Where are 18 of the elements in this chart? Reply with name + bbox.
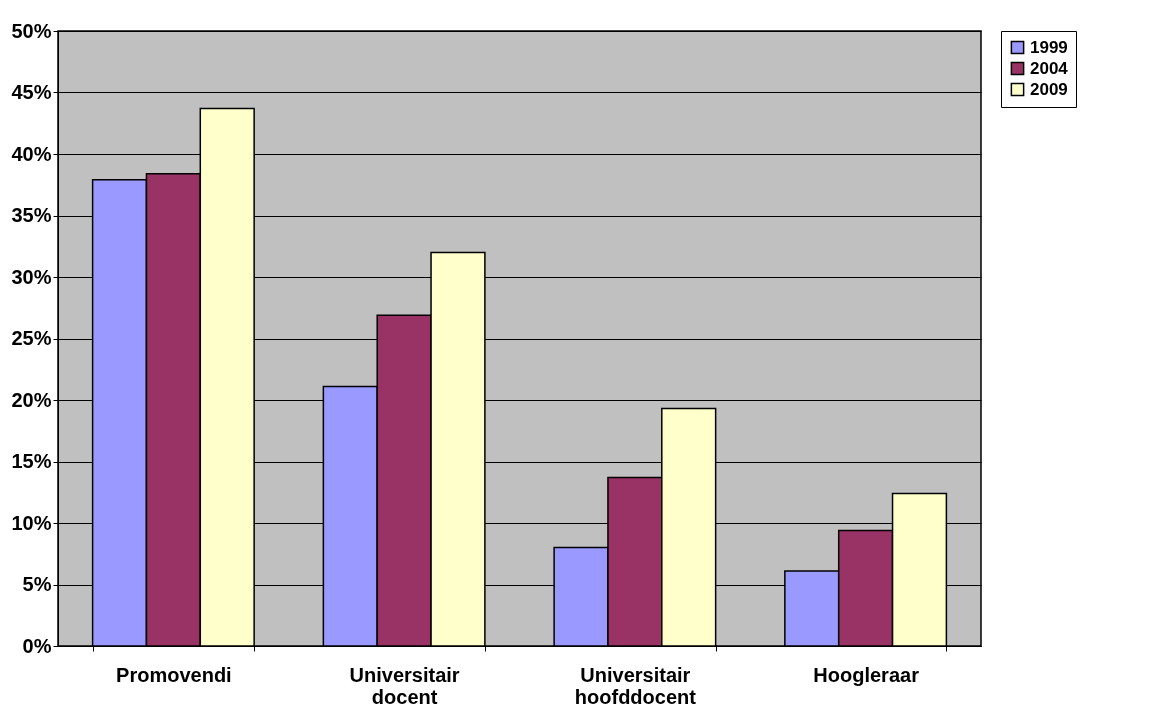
y-tick-label: 0%: [22, 634, 52, 657]
y-tick-label: 10%: [11, 511, 52, 534]
legend-label: 2009: [1030, 79, 1068, 99]
y-tick-label: 20%: [11, 388, 52, 411]
legend-label: 1999: [1030, 37, 1068, 57]
y-tick-label: 15%: [11, 450, 52, 472]
y-tick-label: 45%: [11, 81, 52, 103]
x-tick-label: Hoogleraar: [813, 663, 920, 686]
x-tick-label: Universitair hoofddocent: [574, 663, 697, 708]
y-tick-label: 5%: [22, 573, 52, 595]
y-tick-label: 50%: [11, 19, 52, 42]
y-tick-label: 30%: [11, 265, 52, 288]
y-tick-label: 25%: [11, 327, 52, 349]
y-tick-label: 35%: [11, 204, 52, 226]
legend-label: 2004: [1030, 58, 1069, 78]
x-tick-label: Universitair docent: [349, 663, 460, 708]
x-tick-label: Promovendi: [116, 663, 232, 686]
y-tick-label: 40%: [11, 142, 52, 165]
